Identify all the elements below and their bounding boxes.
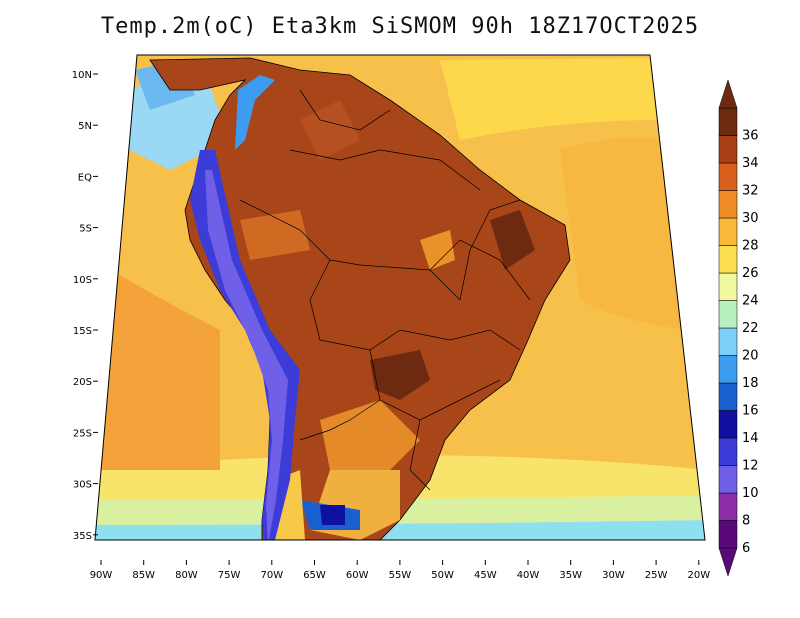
colorbar-level-label: 6 (742, 541, 750, 556)
lon-tick-label: 25W (645, 570, 668, 581)
south-america-landmass (149, 57, 571, 540)
lat-tick-label: 5N (78, 121, 92, 132)
lon-tick-label: 30W (602, 570, 625, 581)
colorbar-max-arrow (718, 79, 738, 109)
lon-tick-label: 65W (303, 570, 326, 581)
longitude-axis: 90W 85W 80W 75W 70W 65W 60W 55W 50W 45W 40W 35W 30W 2… (90, 560, 710, 581)
colorbar-level-label: 14 (742, 431, 759, 446)
colorbar-swatch (718, 190, 738, 219)
colorbar-swatch (718, 465, 738, 494)
lon-tick-label: 90W (90, 570, 113, 581)
lat-tick-label: 20S (73, 377, 92, 388)
lon-tick-label: 60W (346, 570, 369, 581)
colorbar-swatch (718, 162, 738, 191)
lat-tick-label: 5S (79, 224, 92, 235)
colorbar-level-label: 36 (742, 129, 759, 144)
lon-tick-label: 85W (132, 570, 155, 581)
colorbar-level-label: 20 (742, 349, 759, 364)
lat-tick-label: EQ (78, 172, 92, 183)
colorbar-swatch (718, 410, 738, 439)
map-frame (94, 54, 706, 541)
lon-tick-label: 55W (389, 570, 412, 581)
colorbar-swatch (718, 245, 738, 274)
colorbar-swatch (718, 272, 738, 301)
colorbar-min-arrow (718, 547, 738, 577)
colorbar-level-label: 12 (742, 459, 759, 474)
colorbar-swatch (718, 382, 738, 411)
colorbar-level-label: 18 (742, 376, 759, 391)
colorbar-swatch (718, 217, 738, 246)
colorbar-swatch (718, 327, 738, 356)
lat-tick-label: 30S (73, 480, 92, 491)
lon-tick-label: 45W (474, 570, 497, 581)
lat-tick-label: 15S (73, 326, 92, 337)
colorbar: 6 8 10 12 14 16 18 20 22 24 26 28 30 32 34 36 (718, 79, 759, 577)
lon-tick-label: 40W (517, 570, 540, 581)
colorbar-level-label: 8 (742, 514, 750, 529)
colorbar-swatch (718, 437, 738, 466)
lat-tick-label: 25S (73, 428, 92, 439)
colorbar-level-label: 10 (742, 486, 759, 501)
lon-tick-label: 50W (431, 570, 454, 581)
colorbar-level-label: 26 (742, 266, 759, 281)
colorbar-swatch (718, 107, 738, 136)
lon-tick-label: 20W (687, 570, 710, 581)
colorbar-swatch (718, 135, 738, 164)
lat-tick-label: 10N (72, 70, 92, 81)
colorbar-swatch (718, 300, 738, 329)
colorbar-level-label: 32 (742, 184, 759, 199)
lon-tick-label: 75W (218, 570, 241, 581)
lat-tick-label: 10S (73, 275, 92, 286)
colorbar-level-label: 34 (742, 156, 759, 171)
lon-tick-label: 35W (559, 570, 582, 581)
colorbar-level-label: 22 (742, 321, 759, 336)
colorbar-level-label: 28 (742, 239, 759, 254)
colorbar-swatch (718, 492, 738, 521)
lat-tick-label: 35S (73, 531, 92, 542)
colorbar-level-label: 24 (742, 294, 759, 309)
lon-tick-label: 80W (175, 570, 198, 581)
lon-tick-label: 70W (260, 570, 283, 581)
colorbar-level-label: 30 (742, 211, 759, 226)
colorbar-level-label: 16 (742, 404, 759, 419)
map-title: Temp.2m(oC) Eta3km SiSMOM 90h 18Z17OCT20… (100, 14, 700, 39)
colorbar-swatch (718, 355, 738, 384)
colorbar-swatch (718, 520, 738, 549)
latitude-axis: 10N 5N EQ 5S 10S 15S 20S 25S 30S 35S (72, 70, 98, 542)
